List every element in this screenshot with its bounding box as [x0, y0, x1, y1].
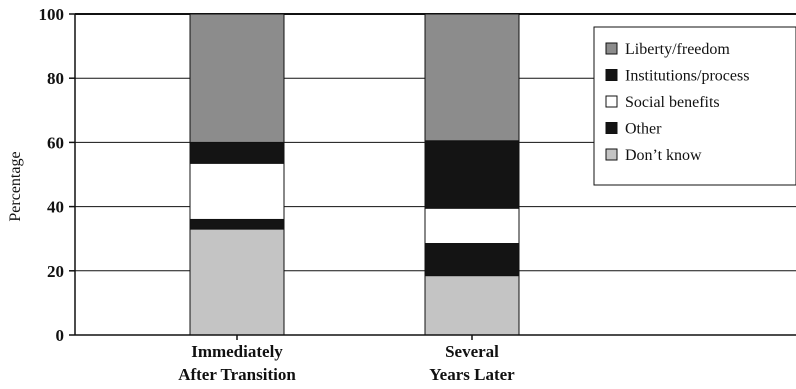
y-tick-label: 40: [47, 198, 64, 217]
bar-stacks: [189, 13, 520, 336]
bar-segment: [189, 218, 285, 230]
legend-swatch: [605, 122, 618, 134]
legend-label: Liberty/freedom: [625, 41, 730, 58]
bar-segment: [424, 275, 520, 336]
y-axis-label: Percentage: [7, 151, 24, 221]
x-axis: Immediately After Transition Several Years …: [75, 334, 796, 384]
y-tick-label: 100: [39, 5, 65, 24]
legend-box: [593, 26, 796, 186]
legend-label: Social benefits: [625, 94, 720, 111]
y-tick-label: 20: [47, 262, 64, 281]
y-tick-label: 60: [47, 133, 64, 152]
bar-segment: [424, 13, 520, 142]
bar-segment: [189, 228, 285, 336]
legend-label: Don’t know: [625, 147, 702, 164]
x-tick-label: After Transition: [178, 365, 296, 384]
bar-segment: [189, 13, 285, 143]
y-tick-label: 0: [56, 326, 65, 345]
bar-segment: [189, 162, 285, 220]
bar-segment: [424, 207, 520, 245]
legend-swatch: [605, 69, 618, 81]
bar-segment: [189, 141, 285, 164]
x-tick-label: Immediately: [191, 342, 283, 361]
bar-segment: [424, 140, 520, 209]
legend-label: Other: [625, 121, 662, 138]
legend: Liberty/freedom Institutions/process Socia…: [593, 26, 796, 186]
x-tick-label: Years Later: [429, 365, 515, 384]
y-tick-label: 80: [47, 69, 64, 88]
bar-segment: [424, 243, 520, 277]
legend-swatch: [605, 148, 618, 161]
y-axis: 0 20 40 60 80 100: [39, 5, 76, 345]
legend-swatch: [605, 95, 618, 108]
legend-swatch: [605, 42, 618, 55]
x-tick-label: Several: [445, 342, 499, 361]
legend-label: Institutions/process: [625, 68, 749, 85]
